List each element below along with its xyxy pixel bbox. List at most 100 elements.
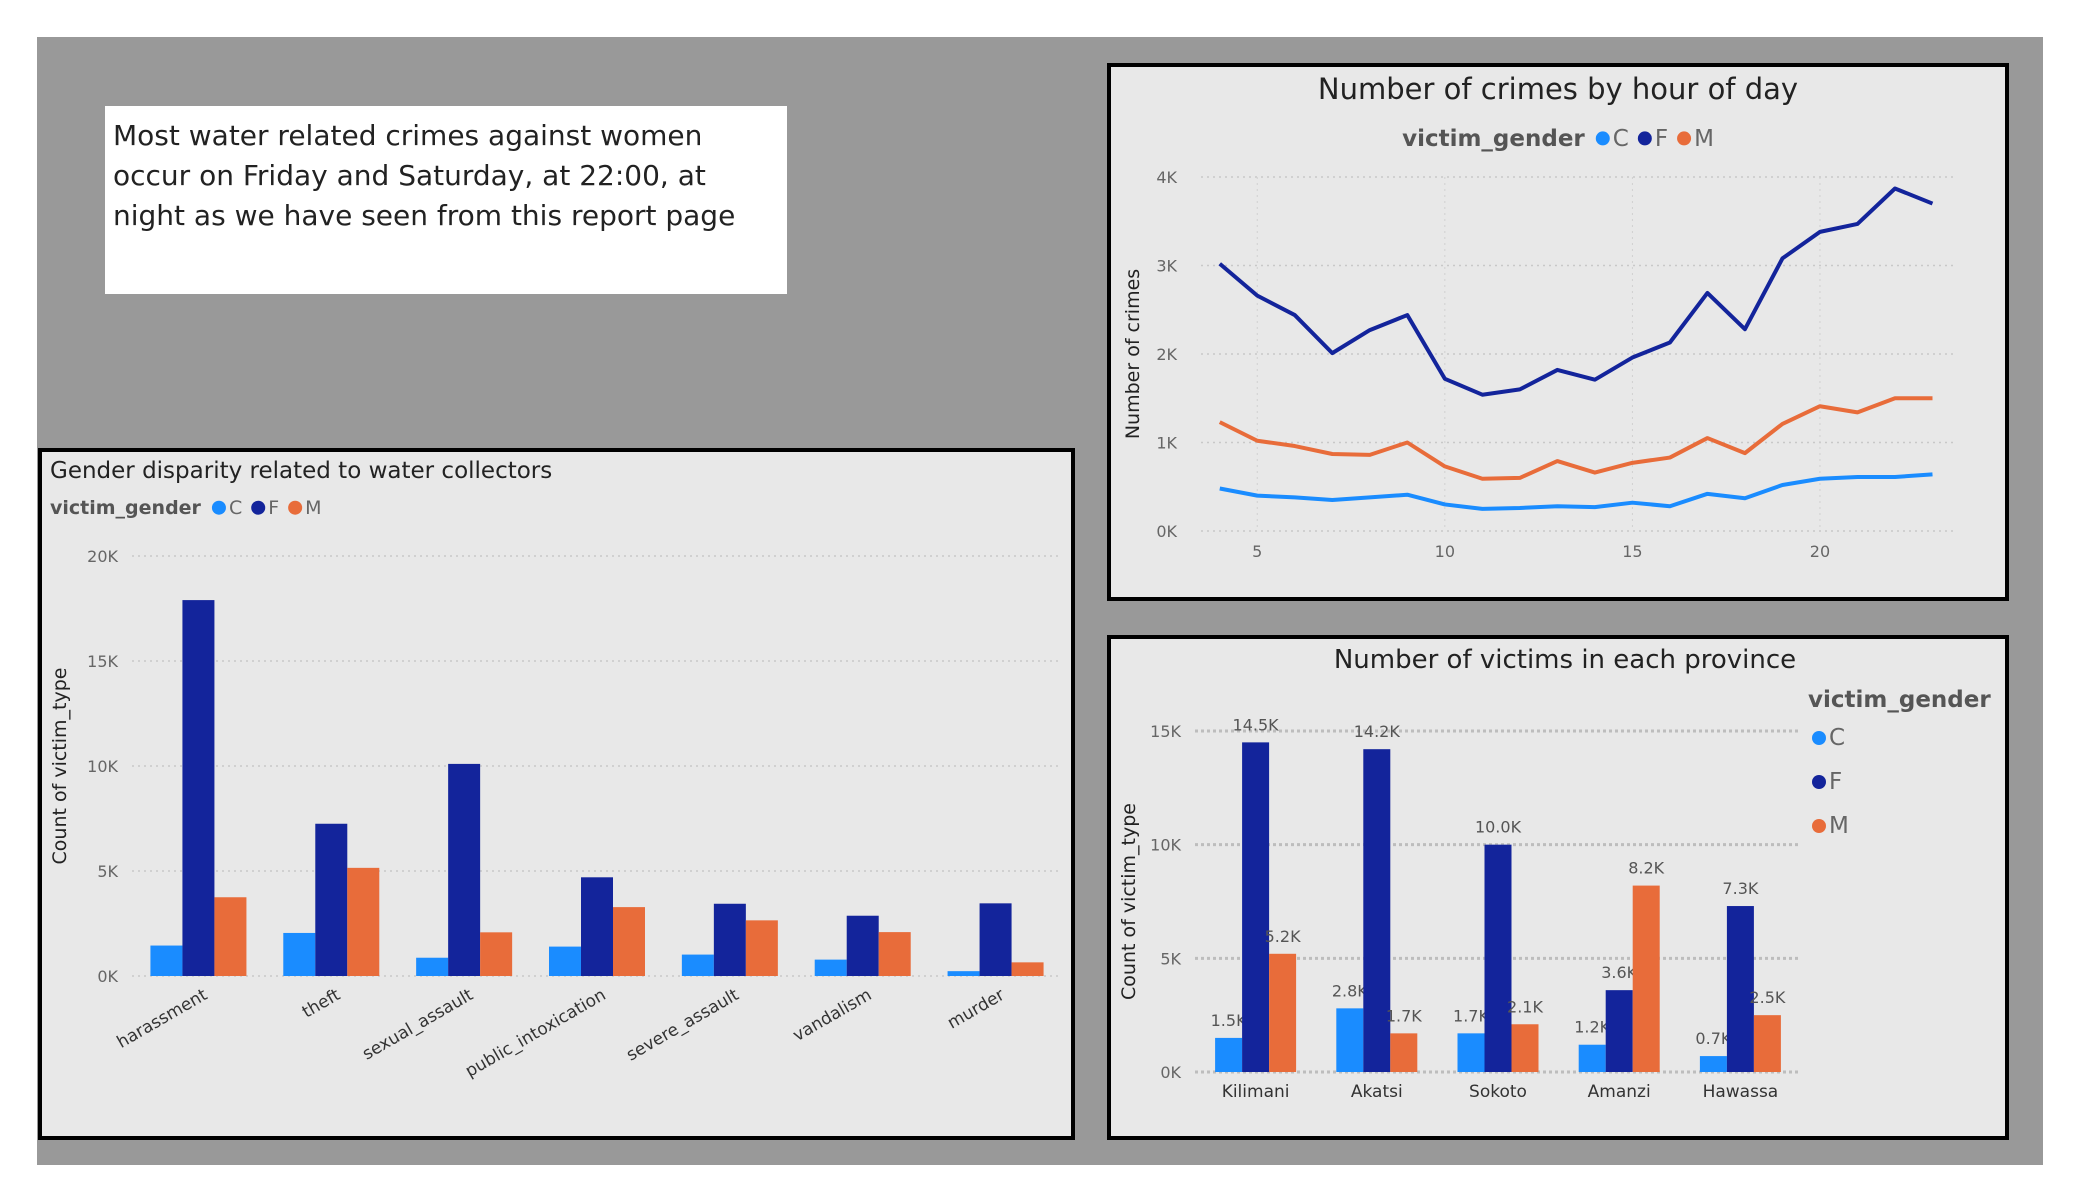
province-bar-F[interactable] bbox=[1363, 749, 1391, 1072]
province-x-tick: Amanzi bbox=[1588, 1082, 1651, 1102]
legend-label-C[interactable]: C bbox=[1829, 725, 1845, 751]
legend-label-M[interactable]: M bbox=[305, 497, 321, 519]
legend-dot-M[interactable] bbox=[1812, 819, 1826, 833]
province-victims-chart[interactable]: Number of victims in each province victim… bbox=[1107, 635, 2009, 1140]
province-y-tick: 5K bbox=[1160, 949, 1181, 968]
gender-bar-C[interactable] bbox=[947, 971, 980, 976]
province-bar-F[interactable] bbox=[1605, 990, 1633, 1072]
province-bar-C[interactable] bbox=[1457, 1033, 1485, 1072]
gender-bar-F[interactable] bbox=[448, 763, 481, 976]
hourly-y-tick: 3K bbox=[1156, 257, 1177, 276]
gender-bar-C[interactable] bbox=[549, 946, 581, 976]
legend-label-C[interactable]: C bbox=[229, 497, 242, 519]
gender-bar-M[interactable] bbox=[1011, 962, 1044, 976]
gender-bar-M[interactable] bbox=[347, 867, 380, 976]
legend-label-M[interactable]: M bbox=[1829, 813, 1849, 839]
gender-x-tick: theft bbox=[299, 985, 344, 1023]
province-data-label-M: 2.5K bbox=[1749, 988, 1785, 1007]
province-bar-C[interactable] bbox=[1215, 1037, 1243, 1072]
hourly-series-line-F[interactable] bbox=[1218, 186, 1934, 397]
hourly-series-line-M[interactable] bbox=[1218, 396, 1933, 481]
gender-y-tick: 0K bbox=[97, 967, 118, 986]
gender-chart-title: Gender disparity related to water collec… bbox=[50, 458, 552, 484]
gender-bar-C[interactable] bbox=[150, 945, 183, 976]
gender-bar-F[interactable] bbox=[846, 915, 879, 976]
hourly-x-tick: 15 bbox=[1622, 542, 1642, 561]
gender-y-axis-label: Count of victim_type bbox=[49, 668, 71, 865]
hourly-y-tick: 4K bbox=[1156, 168, 1177, 187]
province-data-label-M: 1.7K bbox=[1386, 1006, 1422, 1025]
hourly-y-axis-label: Number of crimes bbox=[1122, 269, 1144, 439]
hourly-chart-svg: Number of crimes by hour of day victim_ge… bbox=[1122, 72, 1955, 561]
province-bar-M[interactable] bbox=[1511, 1024, 1539, 1072]
gender-bar-C[interactable] bbox=[814, 959, 847, 976]
province-data-label-C: 0.7K bbox=[1695, 1029, 1731, 1048]
insight-textbox: Most water related crimes against women … bbox=[105, 106, 787, 294]
hourly-y-tick: 0K bbox=[1156, 522, 1177, 541]
legend-dot-F[interactable] bbox=[1812, 775, 1826, 789]
province-chart-title: Number of victims in each province bbox=[1334, 645, 1796, 675]
gender-bar-C[interactable] bbox=[416, 957, 449, 976]
province-bar-C[interactable] bbox=[1336, 1008, 1364, 1072]
province-y-tick: 15K bbox=[1150, 722, 1181, 741]
gender-bar-F[interactable] bbox=[979, 903, 1012, 976]
gender-bar-C[interactable] bbox=[283, 932, 316, 976]
gender-bar-F[interactable] bbox=[581, 877, 613, 976]
gender-y-tick: 10K bbox=[87, 757, 118, 776]
province-bar-F[interactable] bbox=[1242, 742, 1270, 1072]
province-data-label-M: 8.2K bbox=[1628, 859, 1664, 878]
legend-dot-M[interactable] bbox=[288, 500, 303, 515]
gender-y-tick: 15K bbox=[87, 652, 118, 671]
province-chart-svg: Number of victims in each province victim… bbox=[1118, 645, 1991, 1102]
gender-y-tick: 5K bbox=[97, 862, 118, 881]
province-x-tick: Sokoto bbox=[1469, 1082, 1527, 1102]
province-bar-C[interactable] bbox=[1578, 1044, 1606, 1072]
hourly-series-line-C[interactable] bbox=[1219, 472, 1933, 511]
gender-bar-M[interactable] bbox=[613, 907, 645, 976]
province-y-axis-label: Count of victim_type bbox=[1118, 803, 1140, 1000]
legend-label-C[interactable]: C bbox=[1613, 126, 1629, 152]
hourly-x-tick: 5 bbox=[1252, 542, 1262, 561]
legend-label-M[interactable]: M bbox=[1694, 126, 1714, 152]
legend-dot-C[interactable] bbox=[211, 500, 226, 515]
legend-dot-F[interactable] bbox=[1637, 131, 1652, 146]
hourly-chart-title: Number of crimes by hour of day bbox=[1318, 72, 1798, 106]
province-bar-M[interactable] bbox=[1753, 1015, 1781, 1072]
gender-bar-F[interactable] bbox=[315, 823, 348, 976]
gender-legend-title: victim_gender bbox=[50, 497, 202, 519]
gender-bar-M[interactable] bbox=[878, 932, 911, 976]
gender-bar-F[interactable] bbox=[713, 903, 746, 976]
province-bar-M[interactable] bbox=[1269, 953, 1297, 1072]
gender-x-tick: public_intoxication bbox=[462, 985, 610, 1082]
gender-bar-F[interactable] bbox=[182, 600, 215, 976]
gender-bar-C[interactable] bbox=[681, 954, 714, 976]
province-data-label-C: 1.5K bbox=[1211, 1011, 1247, 1030]
province-data-label-M: 2.1K bbox=[1507, 997, 1543, 1016]
legend-dot-F[interactable] bbox=[251, 500, 266, 515]
hourly-crimes-chart[interactable]: Number of crimes by hour of day victim_ge… bbox=[1107, 63, 2009, 601]
gender-x-tick: harassment bbox=[114, 985, 212, 1053]
province-bar-F[interactable] bbox=[1484, 844, 1512, 1072]
gender-x-tick: vandalism bbox=[790, 985, 876, 1046]
province-bar-F[interactable] bbox=[1726, 906, 1754, 1072]
province-bar-M[interactable] bbox=[1632, 885, 1660, 1072]
gender-disparity-chart[interactable]: Gender disparity related to water collec… bbox=[38, 448, 1075, 1140]
province-bar-M[interactable] bbox=[1390, 1033, 1418, 1072]
legend-label-F[interactable]: F bbox=[1829, 769, 1842, 795]
gender-bar-M[interactable] bbox=[745, 920, 778, 976]
legend-label-F[interactable]: F bbox=[1655, 126, 1668, 152]
legend-dot-C[interactable] bbox=[1812, 731, 1826, 745]
province-y-tick: 0K bbox=[1160, 1063, 1181, 1082]
hourly-x-tick: 10 bbox=[1435, 542, 1455, 561]
province-x-tick: Akatsi bbox=[1351, 1082, 1403, 1102]
province-data-label-F: 3.6K bbox=[1601, 963, 1637, 982]
legend-dot-C[interactable] bbox=[1595, 131, 1610, 146]
province-y-tick: 10K bbox=[1150, 836, 1181, 855]
legend-dot-M[interactable] bbox=[1677, 131, 1692, 146]
hourly-y-tick: 2K bbox=[1156, 345, 1177, 364]
legend-label-F[interactable]: F bbox=[268, 497, 279, 519]
gender-bar-M[interactable] bbox=[214, 897, 247, 976]
hourly-legend-title: victim_gender bbox=[1402, 126, 1585, 152]
province-bar-C[interactable] bbox=[1699, 1056, 1727, 1072]
gender-bar-M[interactable] bbox=[480, 932, 513, 976]
